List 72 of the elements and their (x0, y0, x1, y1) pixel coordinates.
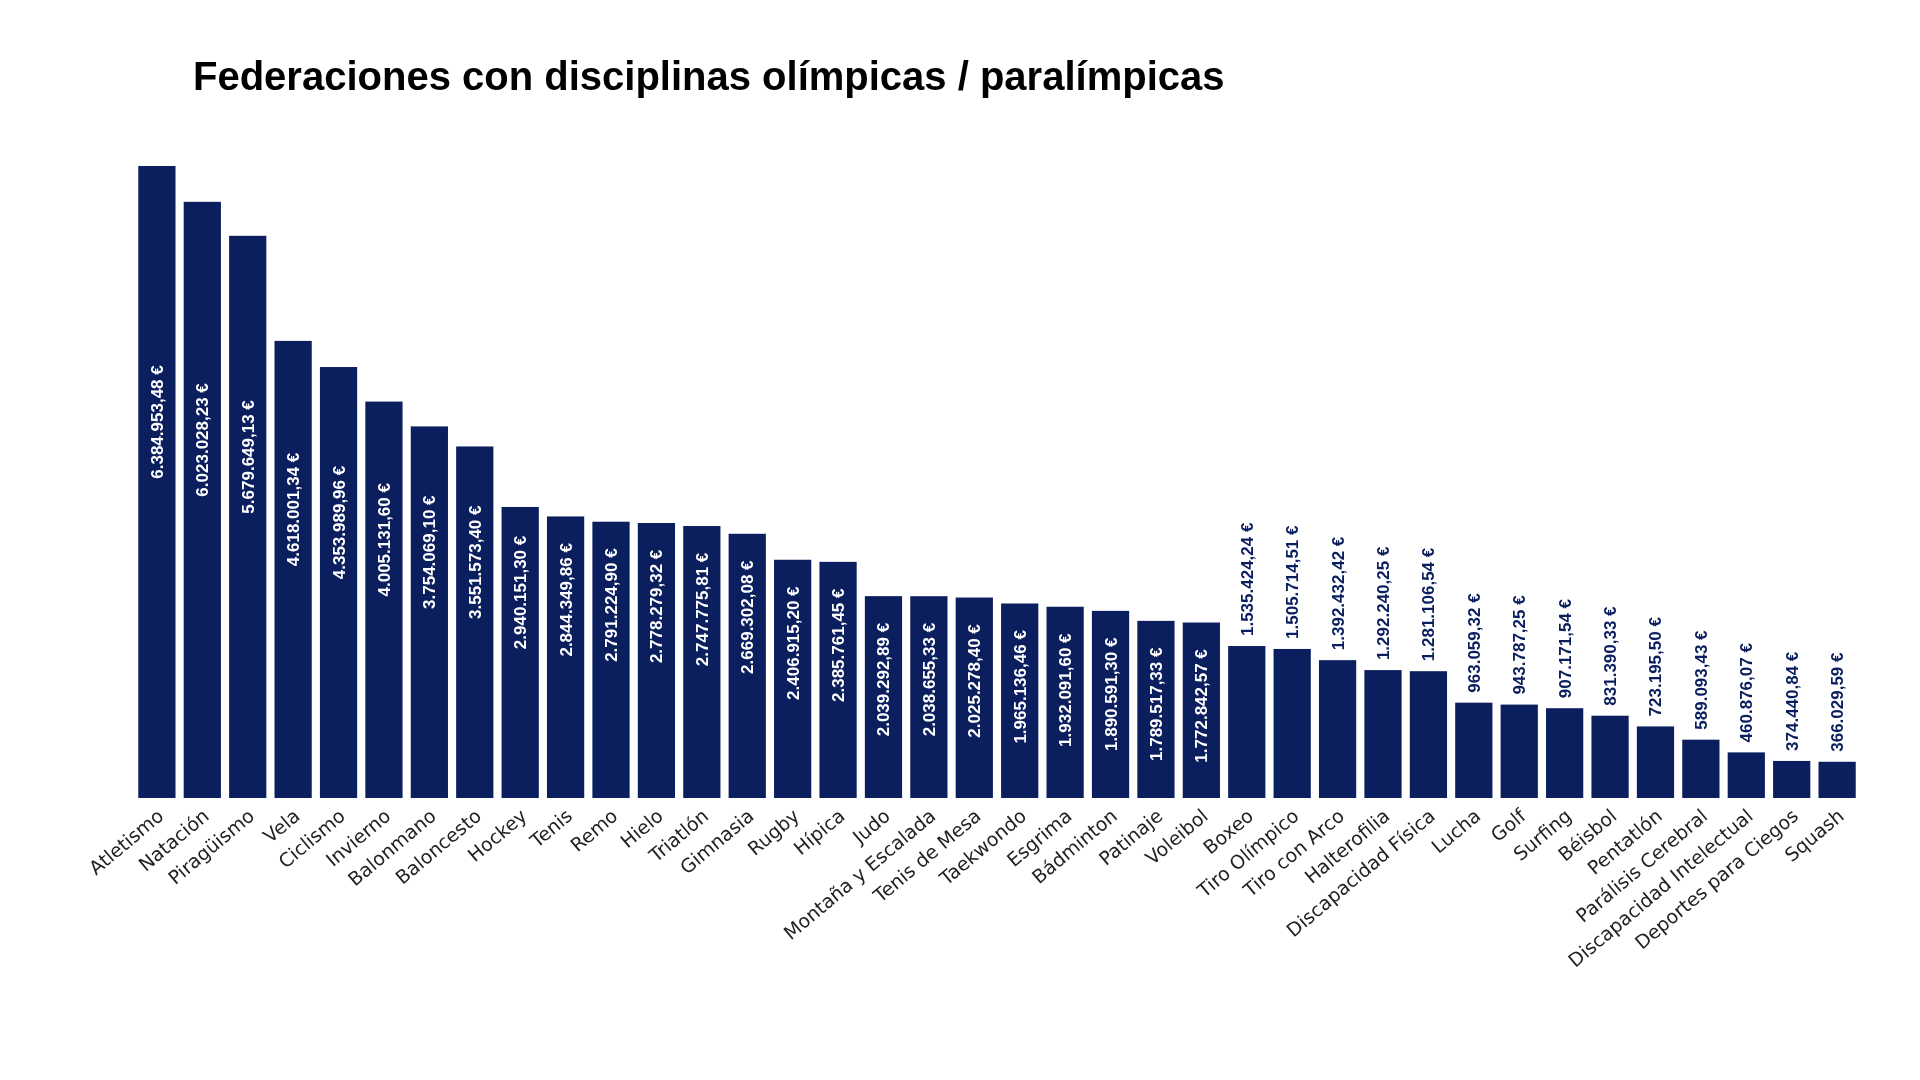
bar (410, 426, 448, 798)
data-label: 1.535.424,24 € (1237, 522, 1257, 637)
bar (183, 201, 221, 798)
data-label: 460.876,07 € (1737, 642, 1757, 743)
data-label: 2.025.278,40 € (965, 623, 985, 738)
bar (319, 367, 358, 798)
bar (1546, 708, 1584, 798)
bar (592, 521, 630, 798)
bar (683, 526, 721, 798)
bar (1500, 704, 1538, 798)
data-label: 2.778.279,32 € (647, 549, 667, 664)
bar (365, 401, 403, 798)
bar (1818, 761, 1856, 798)
chart-title: Federaciones con disciplinas olímpicas / paralímpicas (193, 54, 1225, 98)
bar (1455, 702, 1493, 798)
bar (1773, 760, 1811, 798)
bar (1273, 648, 1311, 798)
data-label: 2.038.655,33 € (919, 622, 939, 737)
data-label: 1.932.091,60 € (1056, 632, 1076, 747)
bar (1318, 660, 1357, 798)
bar (501, 506, 539, 798)
bar (637, 523, 676, 798)
bar (1727, 752, 1765, 798)
data-label: 4.005.131,60 € (374, 482, 394, 597)
data-label: 589.093,43 € (1691, 629, 1711, 730)
data-label: 2.039.292,89 € (874, 622, 894, 737)
data-label: 1.772.842,57 € (1192, 648, 1212, 763)
bar (1137, 620, 1175, 798)
bar (1636, 726, 1675, 798)
data-label: 4.353.989,96 € (329, 465, 349, 580)
data-label: 1.789.517,33 € (1146, 647, 1166, 761)
bar (1228, 646, 1266, 798)
bar (1409, 671, 1448, 798)
data-label: 6.023.028,23 € (193, 382, 213, 497)
data-label: 2.669.302,08 € (738, 559, 758, 674)
bar (546, 516, 585, 798)
bar (1591, 715, 1629, 798)
data-label: 2.406.915,20 € (783, 585, 803, 700)
data-label: 1.292.240,25 € (1374, 546, 1393, 661)
data-label: 2.385.761,45 € (829, 587, 849, 702)
data-label: 1.392.432,42 € (1328, 536, 1348, 651)
data-label: 2.791.224,90 € (602, 547, 621, 662)
data-label: 1.281.106,54 € (1419, 547, 1439, 662)
bar (910, 596, 948, 798)
data-label: 943.787,25 € (1510, 594, 1530, 695)
data-label: 1.965.136,46 € (1010, 629, 1030, 744)
data-label: 3.551.573,40 € (465, 504, 485, 619)
data-label: 6.384.953,48 € (147, 364, 167, 479)
data-label: 831.390,33 € (1601, 605, 1621, 706)
data-label: 374.440,84 € (1782, 651, 1802, 751)
data-label: 2.844.349,86 € (556, 542, 576, 657)
data-label: 366.029,59 € (1828, 651, 1848, 752)
data-label: 1.890.591,30 € (1101, 637, 1121, 751)
bar (229, 235, 267, 798)
bar (138, 166, 176, 798)
bar (774, 559, 812, 798)
data-label: 2.747.775,81 € (692, 552, 712, 667)
data-label: 5.679.649,13 € (238, 399, 258, 514)
data-label: 723.195,50 € (1646, 616, 1666, 717)
data-label: 4.618.001,34 € (284, 452, 304, 567)
bar (1364, 670, 1402, 798)
bar (819, 561, 857, 798)
data-label: 907.171,54 € (1555, 598, 1575, 699)
data-label: 1.505.714,51 € (1283, 524, 1303, 639)
bar (456, 446, 494, 798)
bar (274, 340, 312, 798)
data-label: 2.940.151,30 € (511, 535, 531, 650)
data-label: 3.754.069,10 € (420, 494, 440, 609)
bar (728, 533, 766, 798)
data-label: 963.059,32 € (1464, 592, 1484, 693)
bar (1046, 606, 1084, 798)
bar (1682, 739, 1720, 798)
